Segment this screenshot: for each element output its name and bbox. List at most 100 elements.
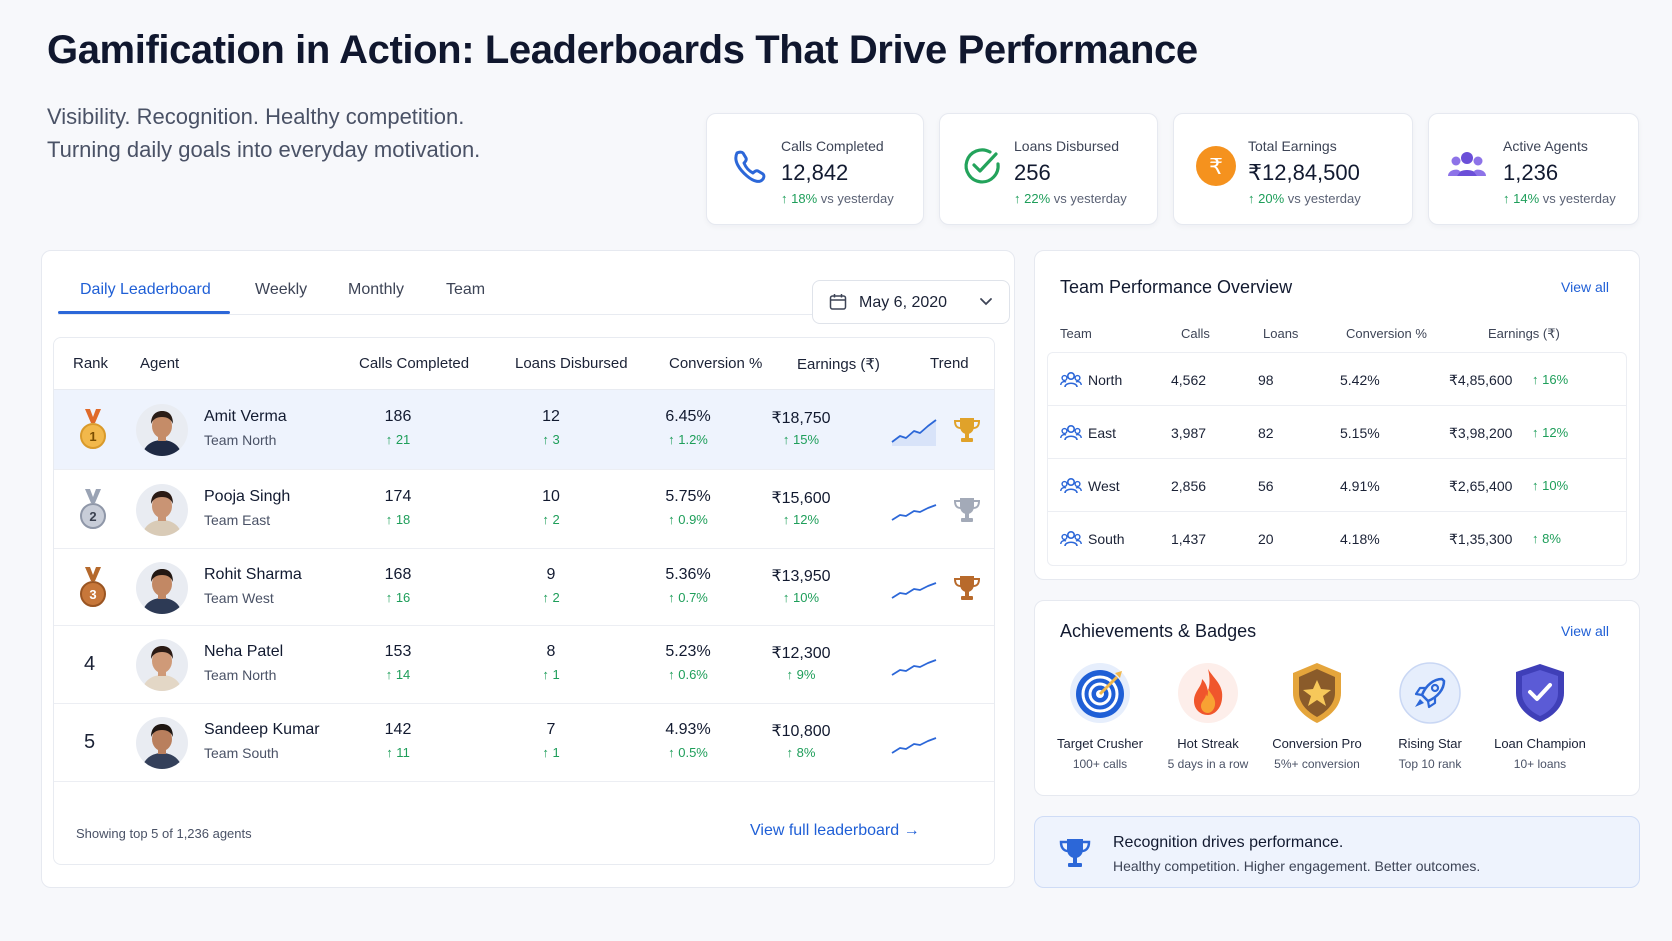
col-team: Team [1060,326,1092,341]
conversion-value: 6.45% [665,408,711,425]
table-row[interactable]: 1 Amit Verma Team North 186 ↑ 21 12 ↑ 3 6.45% ↑ … [54,390,994,470]
team-row[interactable]: South 1,437 20 4.18% ₹1,35,300 ↑ 8% [1048,512,1626,565]
trophy-icon [1059,839,1091,867]
agent-name[interactable]: Rohit Sharma [204,565,302,583]
earnings-value: ₹18,750 [771,410,831,427]
table-row[interactable]: 4 Neha Patel Team North 153 ↑ 14 8 ↑ 1 5.23% ↑ 0… [54,626,994,704]
team-conversion: 4.91% [1340,478,1380,494]
trend-sparkline-icon [891,737,937,754]
agent-team: Team North [204,432,277,448]
badge-hot-streak[interactable]: Hot Streak 5 days in a row [1148,661,1268,771]
badge-desc: 100+ calls [1072,757,1128,771]
kpi-delta: ↑ 14% vs yesterday [1503,191,1616,206]
avatar [136,483,188,536]
col-trend: Trend [930,355,969,372]
agent-name[interactable]: Neha Patel [204,643,284,660]
svg-text:2: 2 [89,509,96,524]
conversion-value: 5.23% [665,643,711,660]
earnings-delta: ↑ 12% [782,511,820,527]
table-footer: Showing top 5 of 1,236 agents View full … [54,802,994,864]
col-agent: Agent [140,355,180,372]
col-earnings: Earnings (₹) [797,356,880,373]
check-circle-icon [964,148,1000,184]
conversion-delta: ↑ 1.2% [668,432,708,447]
team-conversion: 5.42% [1340,372,1380,388]
calls-value: 142 [384,721,412,738]
team-row[interactable]: North 4,562 98 5.42% ₹4,85,600 ↑ 16% [1048,353,1626,406]
col-loans: Loans Disbursed [515,355,628,372]
badge-name: Rising Star [1398,736,1462,751]
badge-target-crusher[interactable]: Target Crusher 100+ calls [1040,661,1160,771]
tab-monthly[interactable]: Monthly [348,281,405,298]
subtitle-line-2: Turning daily goals into everyday motiva… [47,137,481,162]
team-view-all-link[interactable]: View all [1561,279,1609,295]
tab-daily-leaderboard[interactable]: Daily Leaderboard [80,281,211,298]
view-full-leaderboard-link[interactable]: View full leaderboard → [750,822,920,839]
team-name: East [1088,425,1117,441]
star-shield-icon [1293,663,1341,723]
team-earnings: ₹4,85,600 [1449,372,1513,388]
earnings-value: ₹12,300 [771,645,831,662]
earnings-delta: ↑ 8% [786,745,816,760]
date-picker[interactable]: May 6, 2020 [812,280,1010,324]
col-team-calls: Calls [1181,326,1210,341]
svg-text:1: 1 [89,429,96,444]
recognition-subtitle: Healthy competition. Higher engagement. … [1113,858,1481,874]
badge-loan-champion[interactable]: Loan Champion 10+ loans [1480,661,1600,771]
team-loans: 98 [1258,372,1274,388]
tab-weekly[interactable]: Weekly [255,281,308,298]
active-tab-indicator [58,311,230,314]
team-name: West [1088,478,1120,494]
badge-name: Target Crusher [1057,736,1143,751]
avatar [136,717,188,769]
calendar-icon [829,294,847,310]
team-users-icon [1060,477,1082,494]
tab-team[interactable]: Team [446,281,486,298]
calls-value: 186 [384,408,412,425]
conversion-delta: ↑ 0.7% [668,589,708,605]
svg-text:3: 3 [89,587,96,602]
arrow-right-icon: → [903,822,920,839]
conversion-value: 5.36% [665,565,711,583]
team-earnings: ₹3,98,200 [1449,425,1513,441]
agent-team: Team North [204,667,277,683]
table-row[interactable]: 3 Rohit Sharma Team West 168 ↑ 16 9 ↑ 2 5.36% ↑ … [54,549,994,626]
kpi-value: 1,236 [1503,160,1559,185]
team-growth: ↑ 12% [1532,425,1569,440]
avatar [136,561,188,614]
trend-sparkline-icon [891,419,937,446]
earnings-value: ₹15,600 [771,489,831,507]
badge-desc: Top 10 rank [1398,757,1462,771]
kpi-card-loans: Loans Disbursed 256 ↑ 22% vs yesterday [939,113,1158,225]
col-rank: Rank [73,355,109,372]
team-users-icon [1060,424,1082,441]
badge-conversion-pro[interactable]: Conversion Pro 5%+ conversion [1257,661,1377,771]
badge-rising-star[interactable]: Rising Star Top 10 rank [1370,661,1490,771]
calls-value: 174 [384,487,412,505]
calls-delta: ↑ 11 [386,745,410,760]
table-row[interactable]: 2 Pooja Singh Team East 174 ↑ 18 10 ↑ 2 5.75% ↑ … [54,470,994,549]
agent-name[interactable]: Amit Verma [204,408,287,425]
subtitle-line-1: Visibility. Recognition. Healthy competi… [47,104,465,129]
kpi-card-earnings: ₹ Total Earnings ₹12,84,500 ↑ 20% vs yes… [1173,113,1413,225]
rupee-icon: ₹ [1196,146,1236,186]
kpi-label: Total Earnings [1248,138,1337,154]
loans-value: 7 [546,721,556,738]
col-team-conversion: Conversion % [1346,326,1427,341]
team-earnings: ₹1,35,300 [1449,531,1513,547]
chevron-down-icon [980,298,992,306]
agent-name[interactable]: Pooja Singh [204,487,291,505]
team-calls: 4,562 [1171,372,1207,388]
achievements-view-all-link[interactable]: View all [1561,623,1609,639]
team-row[interactable]: East 3,987 82 5.15% ₹3,98,200 ↑ 12% [1048,406,1626,459]
date-picker-value: May 6, 2020 [859,294,948,311]
team-row[interactable]: West 2,856 56 4.91% ₹2,65,400 ↑ 10% [1048,459,1626,512]
agent-name[interactable]: Sandeep Kumar [204,721,320,738]
trend-sparkline-icon [891,659,937,676]
team-growth: ↑ 10% [1532,478,1569,493]
page-title: Gamification in Action: Leaderboards Tha… [47,28,1198,72]
gold-medal-icon: 1 [80,409,106,449]
table-row[interactable]: 5 Sandeep Kumar Team South 142 ↑ 11 7 ↑ 1 4.93%… [54,704,994,782]
team-conversion: 4.18% [1340,531,1380,547]
kpi-card-agents: Active Agents 1,236 ↑ 14% vs yesterday [1428,113,1639,225]
